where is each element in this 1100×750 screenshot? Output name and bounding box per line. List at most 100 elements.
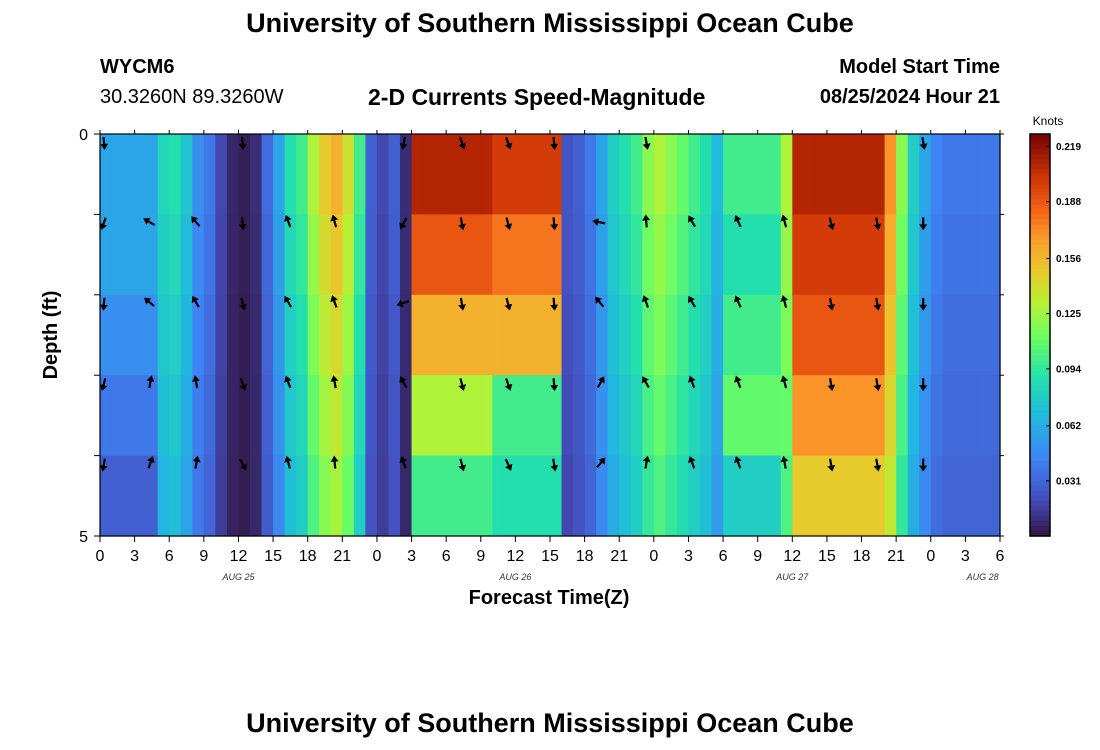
heatmap-cell: [757, 455, 770, 537]
heatmap-cell: [838, 294, 851, 376]
heatmap-cell: [965, 294, 978, 376]
x-tick-label: 18: [853, 548, 871, 565]
colorbar-segment: [1030, 174, 1050, 180]
heatmap-cell: [284, 214, 297, 296]
heatmap-cell: [780, 375, 793, 457]
arrow-head: [143, 217, 151, 225]
heatmap-cell: [573, 134, 586, 215]
heatmap-cell: [688, 134, 701, 215]
heatmap-cell: [492, 294, 505, 376]
colorbar-segment: [1030, 279, 1050, 286]
heatmap-cell: [423, 134, 436, 215]
colorbar-segment: [1030, 505, 1050, 512]
arrow-head: [458, 223, 466, 231]
heatmap-cell: [769, 134, 782, 215]
heatmap-cell: [492, 134, 505, 215]
heatmap-cell: [238, 294, 251, 376]
heatmap-cell: [607, 294, 620, 376]
current-arrow: [144, 297, 155, 307]
arrow-head: [873, 223, 882, 231]
current-arrow: [688, 215, 696, 228]
heatmap-cell: [388, 294, 401, 376]
heatmap-cell: [734, 214, 747, 296]
heatmap-cell: [907, 294, 920, 376]
heatmap-cell: [538, 134, 551, 215]
heatmap-cell: [780, 134, 793, 215]
heatmap-cell: [388, 214, 401, 296]
heatmap-cell: [180, 375, 193, 457]
x-tick-label: 9: [476, 548, 485, 565]
colorbar-segment: [1030, 420, 1050, 427]
colorbar-segment: [1030, 254, 1050, 261]
colorbar-segment: [1030, 324, 1050, 331]
heatmap-cell: [734, 134, 747, 215]
arrow-head: [827, 223, 836, 231]
heatmap-cell: [157, 214, 170, 296]
heatmap-cell: [376, 134, 390, 215]
current-arrow: [596, 376, 605, 389]
heatmap-cell: [469, 214, 482, 296]
heatmap-cell: [273, 375, 286, 457]
heatmap-cell: [976, 375, 990, 457]
currents-heatmap-chart: 0 3 6 9 12 15 18 21 0 3 6 9 12 15 18 21 0 3 6 9 12 15 18 21 0 3 6 A…: [40, 114, 1081, 609]
heatmap-cell: [942, 134, 955, 215]
heatmap-cell: [884, 134, 897, 215]
heatmap-cell: [561, 214, 574, 296]
heatmap-cell: [203, 375, 216, 457]
heatmap-cell: [826, 455, 840, 537]
date-label: AUG 25: [221, 572, 255, 582]
colorbar-segment: [1030, 530, 1050, 537]
heatmap-cell: [250, 294, 263, 376]
heatmap-cell: [723, 455, 736, 537]
heatmap-cell: [550, 294, 563, 376]
heatmap-cell: [826, 294, 840, 376]
colorbar-segment: [1030, 370, 1050, 376]
heatmap-cell: [942, 455, 955, 537]
arrow-head: [144, 297, 152, 305]
arrow-head: [688, 295, 695, 304]
current-arrow: [688, 456, 696, 469]
arrow-head: [99, 384, 108, 391]
heatmap-cell: [169, 294, 182, 376]
heatmap-cell: [480, 214, 493, 296]
heatmap-cell: [746, 134, 759, 215]
heatmap-cell: [561, 134, 574, 215]
arrow-head: [734, 456, 742, 464]
heatmap-cell: [734, 294, 747, 376]
arrow-head: [550, 384, 559, 392]
heatmap-cell: [884, 294, 897, 376]
heatmap-cell: [746, 214, 759, 296]
heatmap-cell: [884, 214, 897, 296]
heatmap-cell: [515, 455, 528, 537]
heatmap-cell: [884, 375, 897, 457]
heatmap-cell: [296, 294, 309, 376]
heatmap-cell: [284, 134, 297, 215]
heatmap-cell: [353, 455, 366, 537]
current-arrow: [550, 217, 559, 231]
heatmap-cell: [850, 455, 863, 537]
heatmap-cell: [826, 375, 840, 457]
current-arrow: [192, 455, 201, 469]
heatmap-cell: [746, 375, 759, 457]
colorbar-segment: [1030, 465, 1050, 472]
heatmap-cell: [123, 294, 136, 376]
heatmap-cell: [434, 294, 447, 376]
heatmap-cell: [607, 134, 620, 215]
heatmap-cell: [100, 214, 113, 296]
heatmap-cell: [665, 134, 678, 215]
heatmap-cell: [850, 294, 863, 376]
heatmap-cell: [642, 294, 655, 376]
model-start-value: 08/25/2024 Hour 21: [819, 86, 1000, 108]
current-arrow: [780, 295, 789, 308]
current-arrow: [147, 456, 155, 469]
heatmap-cell: [146, 134, 159, 215]
heatmap-cell: [550, 375, 563, 457]
arrow-head: [330, 214, 339, 222]
heatmap-cell: [192, 134, 205, 215]
heatmap-cell: [100, 455, 113, 537]
heatmap-cell: [896, 214, 909, 296]
heatmap-cell: [769, 214, 782, 296]
heatmap-cell: [861, 134, 874, 215]
heatmap-cell: [134, 455, 147, 537]
heatmap-cell: [342, 455, 355, 537]
